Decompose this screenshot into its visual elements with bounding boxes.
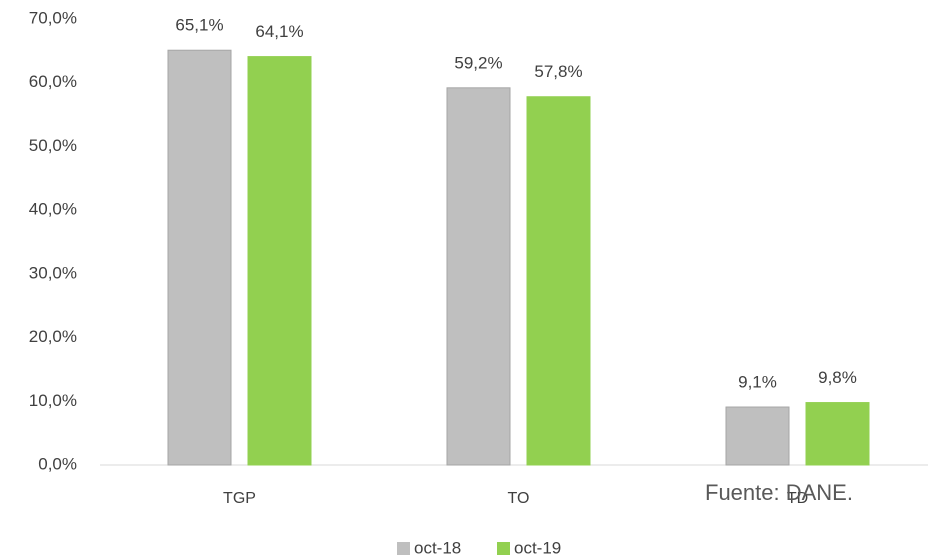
value-label: 9,1% bbox=[738, 373, 777, 392]
bar bbox=[725, 406, 790, 466]
y-tick-label: 10,0% bbox=[29, 391, 77, 410]
x-tick-label: TGP bbox=[223, 490, 256, 507]
y-tick-label: 20,0% bbox=[29, 327, 77, 346]
value-label: 57,8% bbox=[534, 62, 582, 81]
bar bbox=[247, 56, 312, 466]
bar bbox=[526, 96, 591, 466]
value-label: 64,1% bbox=[255, 22, 303, 41]
value-label: 9,8% bbox=[818, 368, 857, 387]
y-tick-label: 70,0% bbox=[29, 8, 77, 27]
x-tick-label: TO bbox=[508, 490, 530, 507]
bar bbox=[805, 402, 870, 466]
bar bbox=[446, 87, 511, 466]
value-label: 59,2% bbox=[454, 53, 502, 72]
y-tick-label: 50,0% bbox=[29, 136, 77, 155]
y-tick-label: 30,0% bbox=[29, 263, 77, 282]
value-label: 65,1% bbox=[175, 16, 223, 35]
legend-label: oct-18 bbox=[414, 538, 461, 557]
y-tick-label: 40,0% bbox=[29, 200, 77, 219]
legend-swatch bbox=[497, 542, 510, 555]
legend-label: oct-19 bbox=[514, 538, 561, 557]
x-tick-label: TD bbox=[787, 490, 808, 507]
bar bbox=[167, 49, 232, 466]
y-tick-label: 60,0% bbox=[29, 72, 77, 91]
legend-swatch bbox=[397, 542, 410, 555]
annotation: Fuente: DANE. bbox=[705, 480, 853, 505]
y-tick-label: 0,0% bbox=[38, 454, 77, 473]
